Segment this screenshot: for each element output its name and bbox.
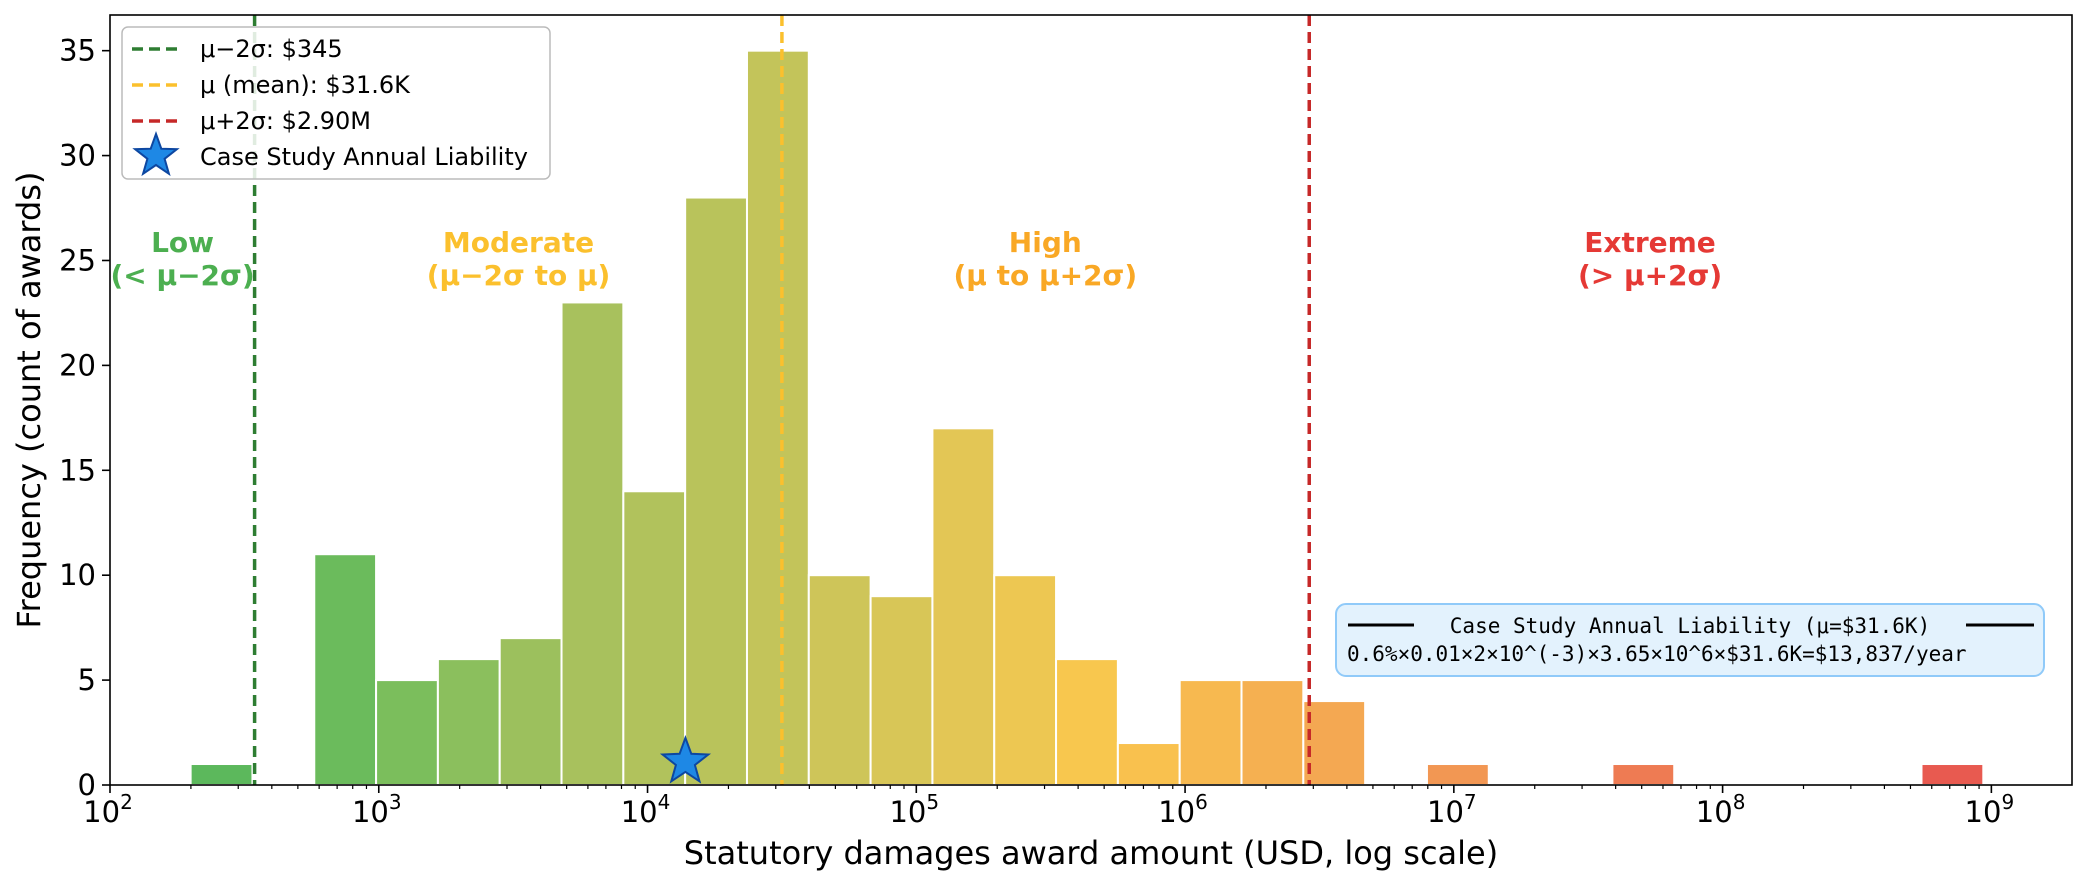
x-axis-title: Statutory damages award amount (USD, log…: [684, 834, 1498, 872]
region-moderate-subtitle: (μ−2σ to μ): [427, 259, 611, 292]
y-tick-label: 35: [59, 34, 96, 68]
case-study-marker: [659, 735, 712, 784]
region-extreme: Extreme (> μ+2σ): [1578, 226, 1722, 292]
histogram-bars: [189, 49, 1985, 787]
y-tick-label: 25: [59, 243, 96, 277]
histogram-bar: [807, 574, 872, 786]
histogram-bar: [993, 574, 1058, 786]
histogram-bar: [189, 763, 254, 787]
histogram-bar: [498, 637, 563, 787]
region-low: Low (< μ−2σ): [110, 226, 254, 292]
annotation-formula: 0.6%×0.01×2×10^(-3)×3.65×10^6×$31.6K=$13…: [1347, 642, 1967, 666]
legend-label-mean: μ (mean): $31.6K: [200, 71, 411, 99]
y-tick-label: 15: [59, 453, 96, 487]
annotation-title: Case Study Annual Liability (μ=$31.6K): [1450, 614, 1930, 638]
histogram-bar: [1055, 658, 1119, 786]
region-extreme-subtitle: (> μ+2σ): [1578, 259, 1722, 292]
y-axis-title: Frequency (count of awards): [10, 172, 48, 629]
histogram-bar: [684, 196, 748, 786]
histogram-bar: [436, 658, 501, 786]
legend-label-marker: Case Study Annual Liability: [200, 143, 528, 171]
histogram-bar: [1178, 679, 1243, 787]
histogram-bar: [1611, 763, 1676, 787]
histogram-bar: [931, 427, 996, 786]
legend: μ−2σ: $345 μ (mean): $31.6K μ+2σ: $2.90M…: [121, 26, 551, 180]
y-tick-label: 20: [59, 348, 96, 382]
histogram-bar: [1240, 679, 1305, 787]
x-tick-label: 102: [83, 790, 133, 829]
x-tick-label: 103: [352, 790, 402, 829]
region-low-title: Low: [151, 226, 214, 259]
region-moderate-title: Moderate: [443, 226, 594, 259]
y-tick-label: 10: [59, 558, 96, 592]
y-tick-label: 5: [78, 663, 96, 697]
histogram-bar: [1116, 742, 1181, 786]
legend-box: [121, 26, 551, 180]
histogram-bar: [313, 553, 378, 787]
region-high-subtitle: (μ to μ+2σ): [953, 259, 1137, 292]
histogram-bar: [375, 679, 439, 787]
legend-star-icon: [132, 131, 180, 177]
histogram-bar: [1425, 763, 1490, 787]
y-tick-label: 0: [78, 768, 96, 802]
y-axis-ticks: 0 5 10 15 20 25 30 35: [59, 34, 110, 802]
histogram-bar: [1302, 700, 1367, 786]
x-axis-ticks: 102 103 104 105 106 107 108 109: [83, 785, 2014, 829]
plot-frame: [109, 14, 2073, 786]
histogram-bar: [560, 301, 625, 786]
region-moderate: Moderate (μ−2σ to μ): [427, 226, 611, 292]
case-study-star-icon: [659, 735, 712, 784]
histogram-bar: [622, 490, 687, 786]
x-tick-label: 105: [889, 790, 939, 829]
legend-label-upper: μ+2σ: $2.90M: [200, 107, 371, 135]
histogram-bar: [1920, 763, 1985, 787]
region-low-subtitle: (< μ−2σ): [110, 259, 254, 292]
region-high-title: High: [1009, 226, 1082, 259]
region-high: High (μ to μ+2σ): [953, 226, 1137, 292]
case-study-annotation: Case Study Annual Liability (μ=$31.6K) 0…: [1335, 603, 2045, 677]
legend-label-lower: μ−2σ: $345: [200, 35, 343, 63]
histogram-bar: [745, 49, 810, 786]
region-extreme-title: Extreme: [1584, 226, 1716, 259]
y-tick-label: 30: [59, 139, 96, 173]
annotation-box: [1335, 603, 2045, 677]
histogram-bar: [869, 595, 934, 787]
